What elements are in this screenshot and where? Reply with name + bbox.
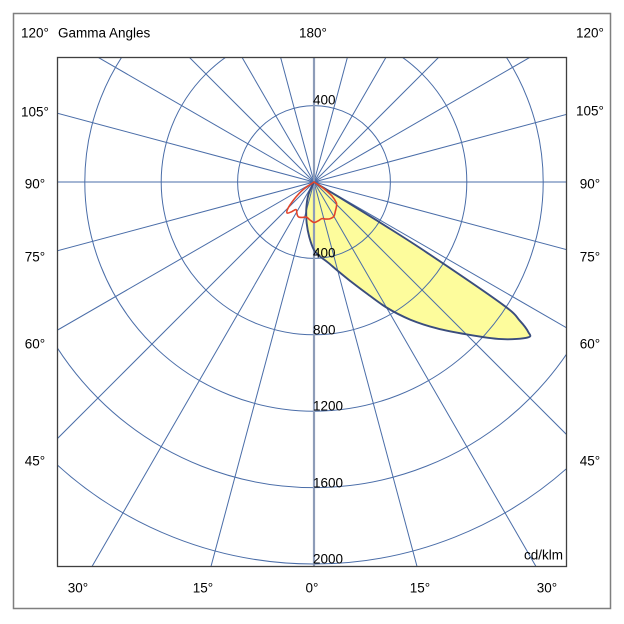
grid-spoke — [57, 181, 315, 440]
outer-frame — [12, 12, 612, 610]
beam-curve-yellow-fill — [306, 182, 531, 340]
grid-spoke — [57, 112, 315, 183]
ring-label-400-above: 400 — [313, 92, 336, 108]
gamma-label-right-105: 105° — [576, 103, 604, 119]
gamma-label-top-right: 120° — [576, 25, 604, 41]
grid-spoke — [313, 181, 567, 436]
chart-title: Gamma Angles — [58, 25, 151, 41]
gamma-label-bottom-30r: 30° — [536, 580, 558, 596]
gamma-label-right-90: 90° — [579, 176, 601, 192]
grid-spoke — [313, 181, 418, 567]
ring-label-400: 400 — [313, 245, 336, 261]
gamma-label-right-60: 60° — [579, 336, 601, 352]
gamma-label-left-60: 60° — [24, 336, 46, 352]
grid-spoke — [57, 181, 315, 252]
gamma-label-bottom-15r: 15° — [409, 580, 431, 596]
gamma-label-left-105: 105° — [21, 104, 49, 120]
grid-spoke — [313, 113, 567, 183]
gamma-label-bottom-0: 0° — [305, 580, 319, 596]
grid-spoke — [313, 181, 567, 251]
beam-curve-yellow — [305, 181, 532, 341]
ring-label-1600: 1600 — [313, 475, 344, 491]
grid-spoke — [57, 181, 315, 331]
ring-label-800: 800 — [313, 322, 336, 338]
gamma-label-bottom-15l: 15° — [192, 580, 214, 596]
unit-label: cd/klm — [523, 547, 563, 563]
ring-label-1200: 1200 — [313, 398, 344, 414]
grid-spoke — [241, 57, 315, 183]
gamma-label-left-90: 90° — [24, 176, 46, 192]
grid-spoke — [188, 57, 315, 183]
gamma-label-right-75: 75° — [579, 249, 601, 265]
grid-spoke — [313, 57, 387, 183]
gamma-label-bottom-30l: 30° — [67, 580, 89, 596]
plot-border — [56, 56, 568, 568]
grid-spoke — [91, 181, 315, 567]
grid-spoke — [313, 181, 537, 567]
grid-spoke — [313, 181, 567, 329]
grid-spoke — [210, 181, 315, 567]
gamma-label-top-center: 180° — [299, 25, 327, 41]
gamma-label-left-75: 75° — [24, 249, 46, 265]
gamma-label-right-45: 45° — [579, 453, 601, 469]
grid-spoke — [313, 57, 440, 183]
ring-label-2000: 2000 — [313, 551, 344, 567]
grid-spoke — [96, 57, 315, 183]
gamma-label-left-45: 45° — [24, 453, 46, 469]
gamma-label-top-left: 120° — [21, 25, 49, 41]
grid-spoke — [313, 57, 532, 183]
beam-curve-red — [286, 181, 338, 224]
